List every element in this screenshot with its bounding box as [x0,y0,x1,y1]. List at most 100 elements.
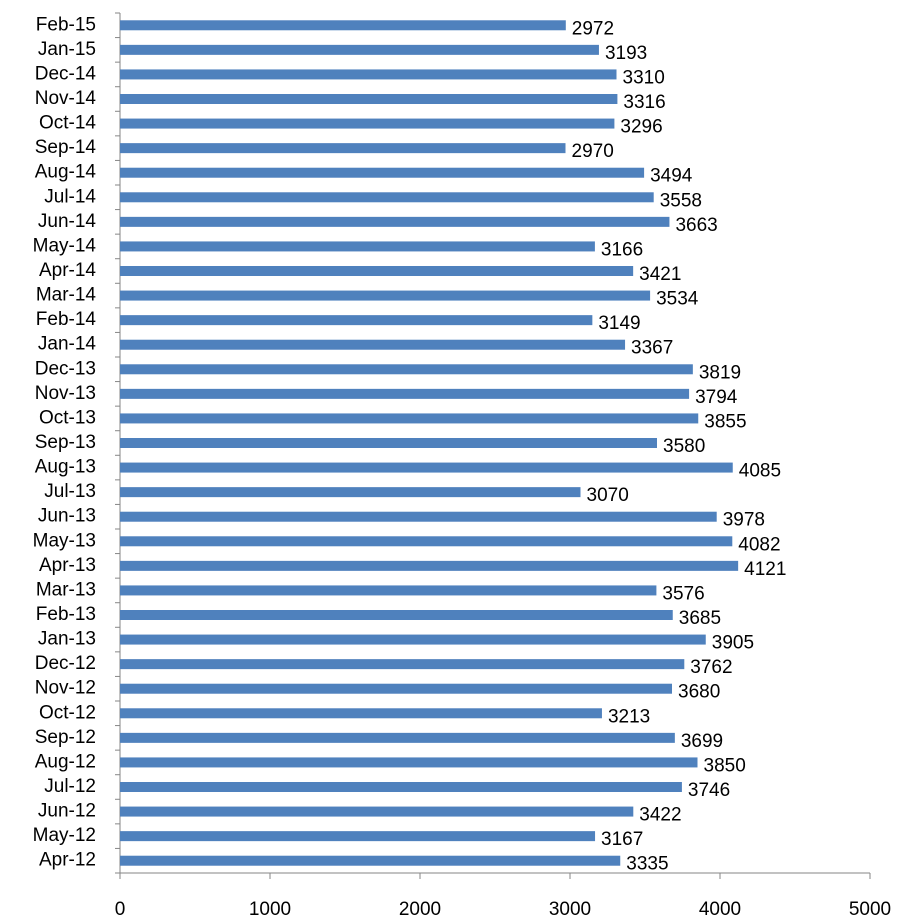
y-tick-label: Jun-13 [38,506,96,527]
y-tick-label: Aug-14 [35,162,97,183]
data-label: 3855 [704,411,746,432]
x-tick-label: 5000 [849,899,891,920]
data-label: 3213 [608,706,650,727]
bar [120,266,634,276]
data-label: 2972 [572,18,614,39]
y-tick-label: Nov-13 [35,383,96,404]
y-tick-label: Jan-14 [38,334,97,355]
data-label: 3746 [688,780,730,801]
data-label: 3296 [620,117,662,138]
bar [120,536,733,547]
bar [120,413,699,424]
data-label: 3580 [663,436,705,457]
bar [120,388,690,399]
data-label: 3558 [660,190,702,211]
y-tick-label: Aug-13 [35,457,96,478]
bar [120,143,566,154]
bar [120,290,651,301]
bar [120,339,626,350]
bar [120,438,657,448]
bar [120,732,675,743]
y-tick-label: Jan-13 [38,629,96,650]
data-label: 3149 [598,313,640,334]
bar [120,69,617,80]
x-tick-label: 2000 [399,899,441,920]
bar [120,855,621,866]
y-tick-label: Jun-14 [38,211,97,232]
y-tick-label: Apr-13 [39,555,96,576]
data-label: 3310 [623,67,665,88]
bar [120,585,657,596]
bar [120,315,593,326]
data-label: 4121 [744,559,786,580]
data-label: 4082 [738,534,780,555]
y-tick-label: May-14 [33,235,97,256]
bar [120,487,581,498]
data-label: 3680 [678,682,720,703]
y-tick-label: Nov-14 [35,88,97,109]
y-tick-label: Apr-12 [39,850,96,871]
y-tick-label: Apr-14 [39,260,96,281]
data-label: 3978 [723,510,765,531]
data-label: 2970 [572,141,614,162]
y-tick-label: Dec-12 [35,653,96,674]
bar [120,192,654,203]
y-tick-label: Sep-12 [35,727,96,748]
y-tick-label: Oct-14 [39,113,96,134]
bar [120,659,685,670]
bar [120,634,706,645]
bar [120,782,682,792]
data-label: 3850 [704,755,746,776]
y-tick-label: Feb-13 [36,604,96,625]
data-label: 3335 [626,854,668,875]
x-tick-label: 0 [115,899,126,920]
data-label: 4085 [739,461,781,482]
y-tick-label: May-13 [33,530,96,551]
y-tick-label: Feb-14 [36,309,97,330]
bar [120,708,602,719]
y-tick-label: Oct-12 [39,702,96,723]
data-label: 3070 [587,485,629,506]
y-tick-label: May-12 [33,825,96,846]
bar [120,44,599,55]
x-tick-label: 1000 [249,899,291,920]
data-label: 3905 [712,633,754,654]
bar [120,216,670,227]
y-tick-label: Mar-14 [36,285,97,306]
data-label: 3794 [695,387,738,408]
data-label: 3534 [656,289,699,310]
data-label: 3193 [605,43,647,64]
y-tick-label: Feb-15 [36,14,96,35]
y-tick-label: Dec-13 [35,358,96,379]
data-label: 3819 [699,362,741,383]
data-label: 3422 [639,805,681,826]
data-label: 3699 [681,731,723,752]
bar [120,118,615,129]
y-tick-label: Oct-13 [39,407,96,428]
y-tick-label: Jul-14 [44,186,96,207]
y-tick-label: Aug-12 [35,751,96,772]
bar [120,462,733,473]
data-label: 3494 [650,166,693,187]
data-label: 3421 [639,264,681,285]
bar [120,20,566,31]
data-label: 3316 [623,92,665,113]
y-tick-label: Jun-12 [38,801,96,822]
y-tick-label: Mar-13 [36,579,96,600]
bar [120,806,634,817]
y-tick-label: Jul-12 [44,776,96,797]
bar [120,511,717,522]
y-tick-label: Nov-12 [35,678,96,699]
bar [120,610,673,620]
y-tick-label: Sep-13 [35,432,96,453]
data-label: 3576 [662,583,704,604]
data-label: 3663 [675,215,717,236]
bar [120,167,645,178]
bar [120,94,618,104]
bar [120,560,739,571]
bar [120,831,596,842]
bar [120,241,595,252]
data-label: 3762 [690,657,732,678]
bar [120,364,693,375]
